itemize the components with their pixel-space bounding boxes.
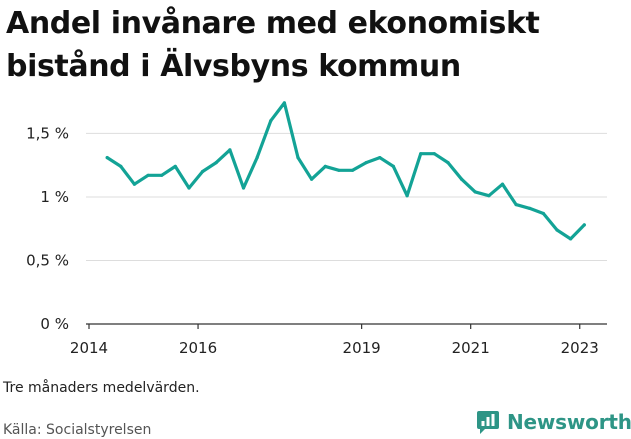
y-tick-label: 1,5 % <box>26 124 69 142</box>
x-tick-label: 2014 <box>70 339 108 357</box>
data-point <box>255 156 259 160</box>
data-point <box>555 228 559 232</box>
data-point <box>460 177 464 181</box>
data-point <box>310 177 314 181</box>
newsworthy-logo-icon <box>477 410 499 434</box>
data-point <box>269 119 273 123</box>
data-point <box>432 152 436 156</box>
data-point <box>214 161 218 165</box>
data-point <box>350 168 355 172</box>
newsworthy-logo[interactable]: Newsworthy <box>476 407 631 437</box>
data-point <box>514 203 518 207</box>
data-point <box>105 156 109 160</box>
data-point <box>541 211 546 216</box>
data-point <box>173 164 177 168</box>
y-tick-label: 0,5 % <box>26 251 69 269</box>
data-point <box>187 186 191 190</box>
chart-title: Andel invånare med ekonomiskt bistånd i … <box>6 6 540 84</box>
data-point <box>473 190 477 194</box>
y-tick-label: 0 % <box>40 315 69 333</box>
x-tick-label: 2021 <box>452 339 490 357</box>
data-point <box>528 206 532 210</box>
data-point <box>282 101 286 105</box>
data-point <box>378 156 382 160</box>
data-point <box>391 164 395 168</box>
data-point <box>323 164 327 168</box>
data-point <box>160 173 164 177</box>
y-axis: 0 % 0,5 % 1 % 1,5 % <box>26 124 69 333</box>
x-axis: 2014 2016 2019 2021 2023 <box>70 323 607 357</box>
data-point <box>228 148 232 152</box>
data-point <box>419 152 423 156</box>
data-point <box>446 161 450 165</box>
gridlines <box>86 132 607 261</box>
data-point <box>241 186 246 190</box>
data-point <box>132 182 136 186</box>
x-tick-label: 2023 <box>561 339 599 357</box>
brand-name: Newsworthy <box>507 410 631 434</box>
line-chart: 0 % 0,5 % 1 % 1,5 % 2014 2016 2019 2021 2023 <box>26 101 607 357</box>
data-point <box>582 223 586 227</box>
data-point <box>337 168 341 172</box>
x-tick-label: 2016 <box>179 339 217 357</box>
data-point <box>296 156 300 160</box>
data-point <box>405 194 409 198</box>
chart-note: Tre månaders medelvärden. <box>3 380 200 396</box>
data-point <box>146 173 150 177</box>
data-point <box>364 161 368 165</box>
data-point <box>500 182 505 186</box>
data-point <box>487 194 491 198</box>
source-credit: Källa: Socialstyrelsen <box>3 422 152 438</box>
x-tick-label: 2019 <box>343 339 381 357</box>
series-layer <box>105 101 586 241</box>
series-line <box>105 101 586 241</box>
y-tick-label: 1 % <box>40 188 69 206</box>
data-point <box>201 169 205 174</box>
data-point <box>119 164 123 168</box>
data-point <box>569 237 573 241</box>
